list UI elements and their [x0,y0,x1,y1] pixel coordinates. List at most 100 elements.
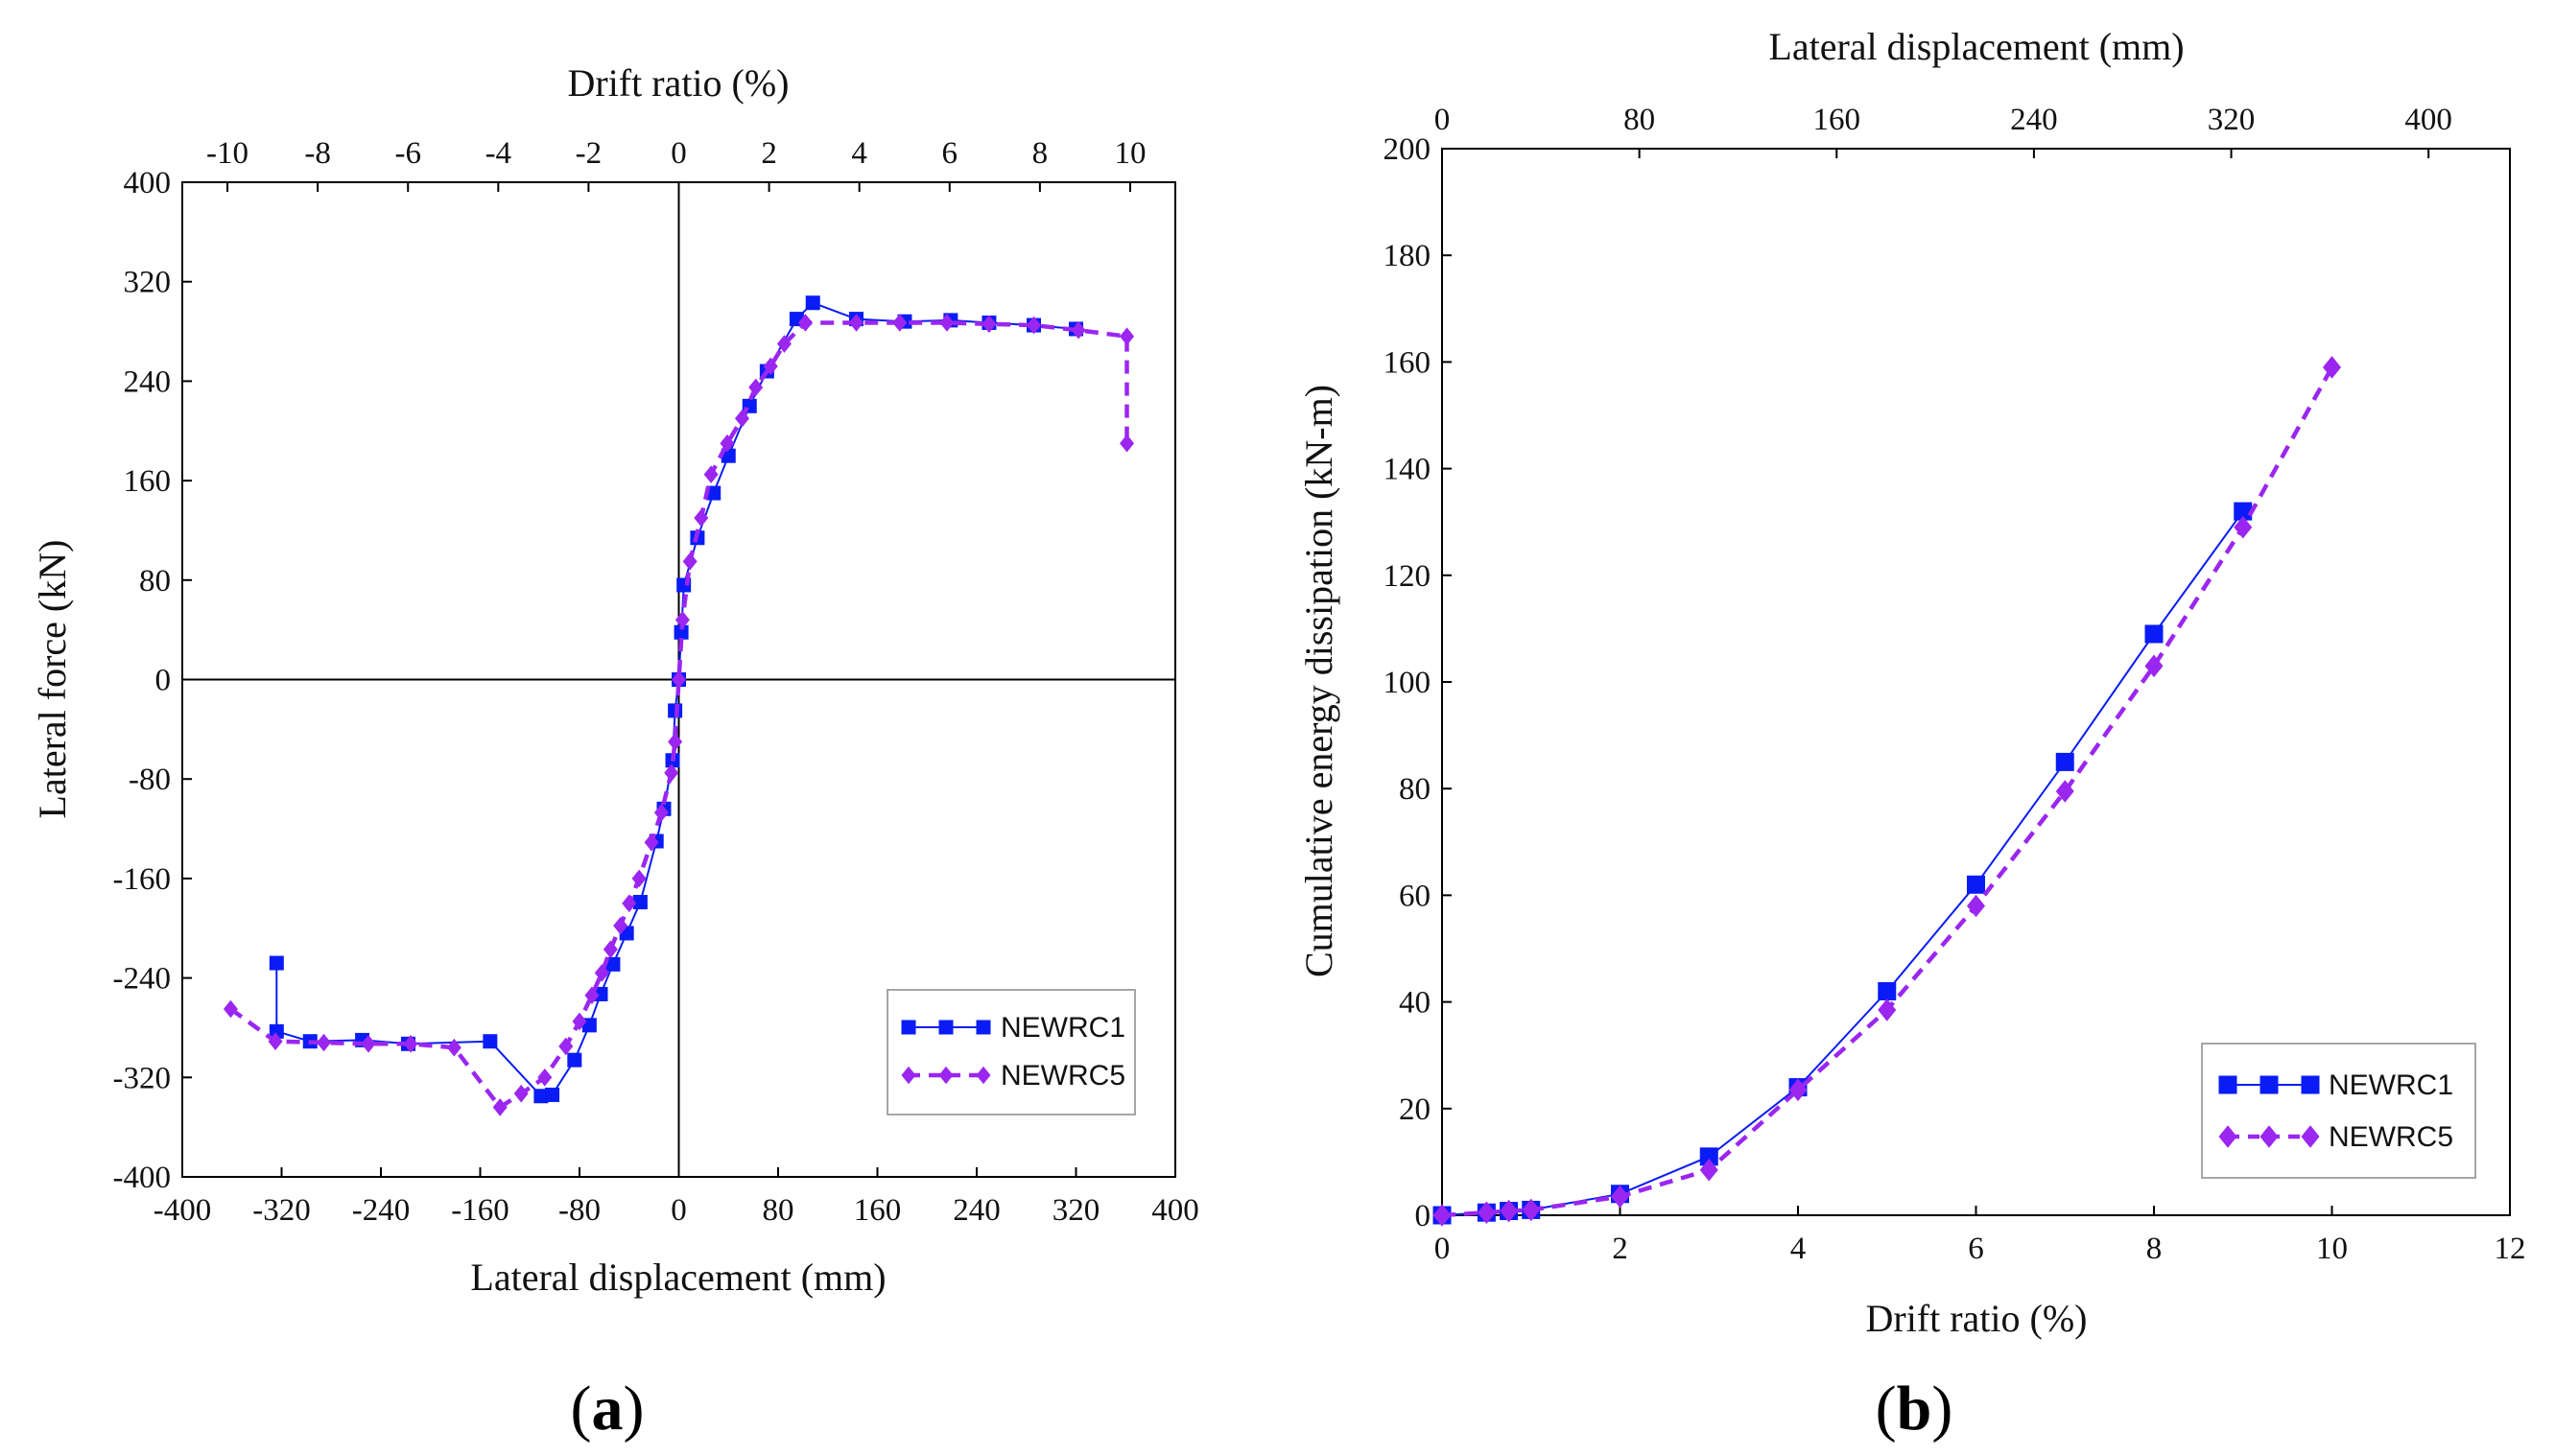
data-point-newrc1 [1967,875,1985,894]
chart-b-top-ticks: 0 80 160 240 320 400 [1434,103,2452,158]
y-tick-label: 100 [1384,666,1431,700]
top-tick-label: 400 [2404,103,2452,137]
top-tick-label: -8 [304,136,331,171]
data-point-newrc5 [2144,654,2164,678]
data-point-newrc5 [594,964,609,982]
x-tick-label: 6 [1968,1232,1984,1266]
chart-a-x-label: Lateral displacement (mm) [470,1256,886,1299]
chart-a: -400 -320 -240 -160 -80 0 80 160 240 320 400 -400-… [31,61,1199,1444]
chart-b-legend: NEWRC1 NEWRC5 [2201,1043,2476,1179]
top-tick-label: 2 [761,136,777,171]
data-point-newrc5 [223,999,238,1019]
top-tick-label: 240 [2010,103,2058,137]
data-point-newrc5 [316,1033,331,1052]
data-point-newrc5 [268,1032,283,1051]
chart-a-legend: NEWRC1 NEWRC5 [887,989,1136,1115]
chart-a-top-ticks: -10 -8 -6 -4 -2 0 2 4 6 8 10 [206,136,1146,192]
data-point-newrc5 [748,378,764,397]
data-point-newrc5 [763,357,778,376]
x-tick-label: -160 [451,1193,509,1228]
data-point-newrc5 [603,940,618,959]
data-point-newrc5 [939,314,955,332]
legend-marker-newrc5 [976,1066,991,1085]
data-point-newrc1 [567,1052,582,1068]
y-tick-label: 160 [1384,345,1431,380]
chart-a-x-ticks: -400 -320 -240 -160 -80 0 80 160 240 320 400 [154,1167,1199,1228]
data-point-newrc5 [1788,1078,1808,1102]
legend-newrc5-symbol [2218,1125,2320,1148]
legend-marker-newrc5 [2259,1125,2279,1148]
x-tick-label: 0 [671,1193,687,1228]
y-tick-label: 0 [1415,1199,1431,1233]
y-tick-label: 80 [1399,772,1431,807]
y-tick-label: 60 [1399,879,1431,913]
chart-b-top-label: Lateral displacement (mm) [1768,25,2184,68]
data-point-newrc5 [1878,998,1897,1022]
panel-label-a: (a) [571,1374,645,1444]
legend-marker-newrc1 [938,1020,954,1035]
top-tick-label: -10 [206,136,248,171]
chart-b-y-ticks: 0 20 40 60 80 100 120 140 160 180 200 [1384,132,1452,1233]
legend-marker-newrc5 [938,1066,954,1085]
chart-b-x-ticks: 0 2 4 6 8 10 12 [1434,1206,2526,1266]
data-point-newrc5 [734,409,749,428]
top-tick-label: 4 [851,136,867,171]
data-point-newrc5 [703,465,719,483]
chart-b-legend-box [2201,1043,2476,1179]
data-point-newrc5 [849,314,864,332]
data-point-newrc5 [1071,320,1086,340]
data-point-newrc5 [1500,1199,1519,1223]
y-tick-label: 160 [124,464,172,499]
legend-marker-newrc5 [2218,1125,2237,1148]
y-tick-label: 80 [139,564,171,599]
data-point-newrc5 [446,1038,461,1057]
data-point-newrc5 [672,670,686,689]
chart-a-top-label: Drift ratio (%) [567,61,789,105]
data-point-newrc1 [632,895,648,910]
data-point-newrc1 [1878,981,1897,1000]
legend-marker-newrc1 [2259,1075,2279,1094]
y-tick-label: 0 [155,664,172,698]
legend-newrc5-label: NEWRC5 [2329,1121,2453,1153]
chart-a-legend-box [887,989,1136,1115]
data-point-newrc5 [776,335,792,353]
x-tick-label: 4 [1790,1232,1807,1266]
chart-a-y-label: Lateral force (kN) [31,540,74,819]
data-point-newrc5 [2323,356,2341,379]
x-tick-label: 10 [2316,1232,2348,1266]
data-point-newrc5 [797,314,813,332]
legend-marker-newrc1 [2301,1075,2320,1094]
data-point-newrc5 [513,1084,529,1103]
x-tick-label: 80 [763,1193,794,1228]
y-tick-label: 320 [124,266,172,300]
top-tick-label: 0 [1434,103,1451,137]
data-point-newrc1 [2234,502,2253,521]
top-tick-label: 8 [1032,136,1049,171]
chart-b: 0 2 4 6 8 10 12 0 20 40 60 80 100 120 140 160 180 200 0 8… [1297,25,2526,1444]
data-point-newrc5 [361,1035,376,1053]
legend-marker-newrc5 [901,1066,916,1085]
top-tick-label: 320 [2208,103,2256,137]
x-tick-label: 2 [1612,1232,1628,1266]
data-point-newrc5 [584,986,600,1005]
legend-marker-newrc1 [901,1020,916,1035]
data-point-newrc5 [1699,1158,1718,1182]
chart-b-plot-area [1441,148,2511,1216]
legend-marker-newrc1 [2218,1075,2237,1094]
chart-b-x-label: Drift ratio (%) [1865,1297,2087,1340]
top-tick-label: 10 [1114,136,1146,171]
x-tick-label: -240 [352,1193,411,1228]
data-point-newrc5 [1477,1201,1496,1224]
top-tick-label: -4 [485,136,512,171]
data-point-newrc5 [403,1035,418,1053]
data-point-newrc1 [1699,1147,1718,1166]
x-tick-label: 240 [953,1193,1001,1228]
y-tick-label: 140 [1384,453,1431,487]
data-point-newrc5 [1522,1198,1541,1222]
data-point-newrc5 [558,1037,574,1056]
x-tick-label: 8 [2146,1232,2163,1266]
data-point-newrc1 [706,485,722,501]
data-point-newrc5 [1432,1204,1452,1227]
legend-newrc1-label: NEWRC1 [1001,1012,1125,1044]
